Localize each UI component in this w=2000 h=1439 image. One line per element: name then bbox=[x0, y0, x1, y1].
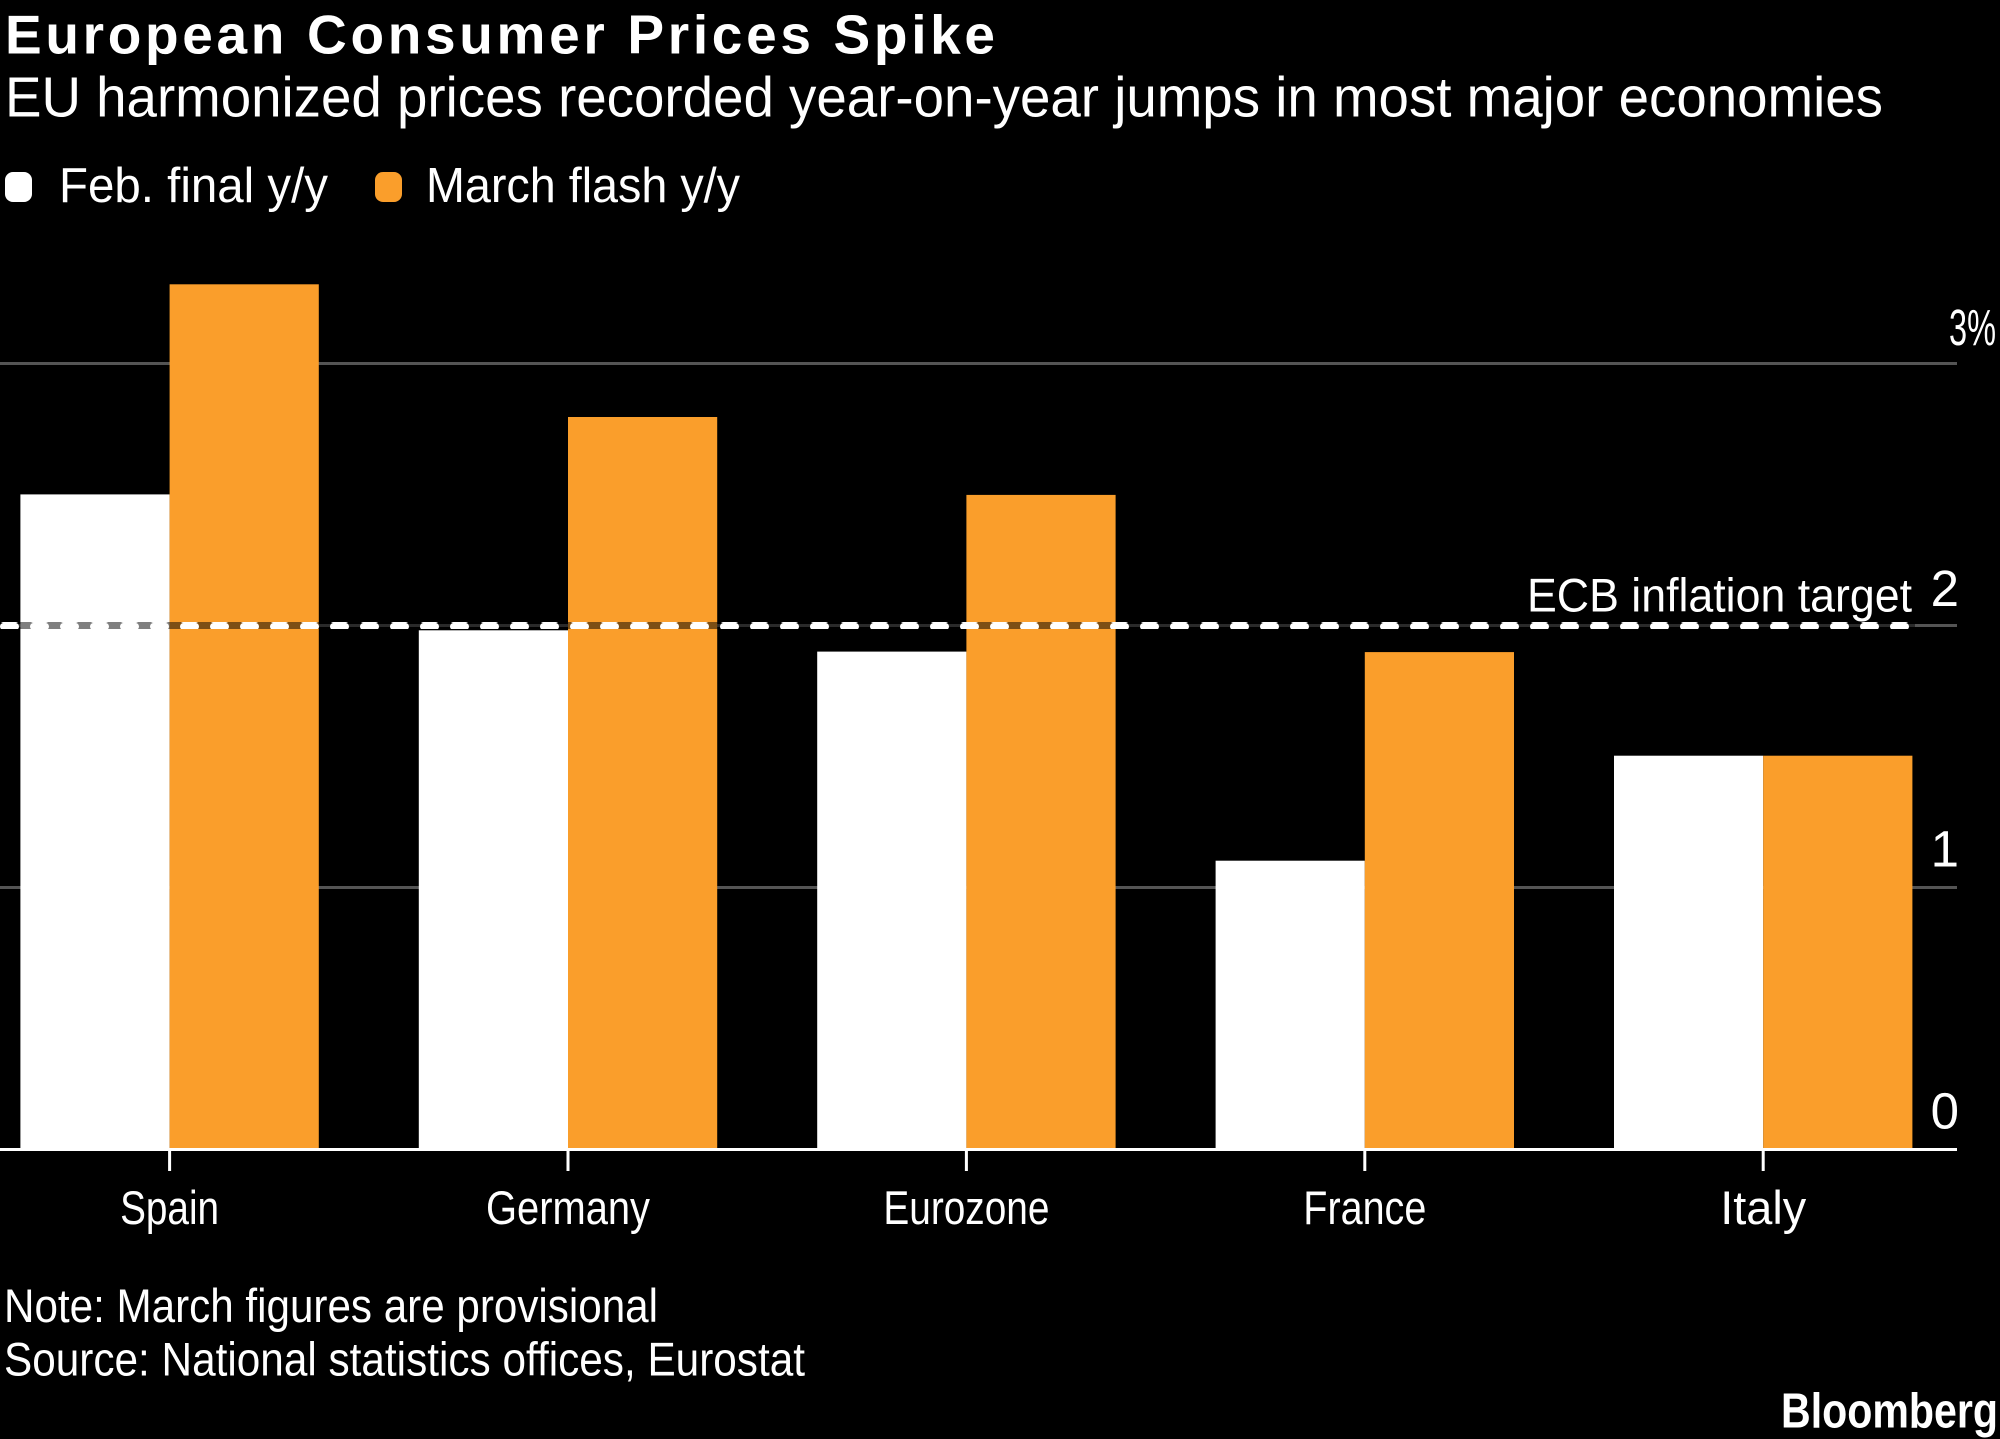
svg-text:1: 1 bbox=[1931, 821, 1959, 878]
svg-text:3%: 3% bbox=[1949, 299, 1996, 356]
svg-text:ECB inflation target: ECB inflation target bbox=[1527, 569, 1912, 622]
svg-text:March flash y/y: March flash y/y bbox=[426, 159, 740, 213]
svg-text:Feb. final y/y: Feb. final y/y bbox=[59, 159, 328, 213]
svg-text:Spain: Spain bbox=[120, 1181, 219, 1234]
svg-text:Italy: Italy bbox=[1720, 1181, 1806, 1234]
svg-text:Note: March figures are provis: Note: March figures are provisional bbox=[4, 1279, 658, 1332]
svg-text:2: 2 bbox=[1931, 560, 1959, 617]
svg-text:Eurozone: Eurozone bbox=[883, 1181, 1049, 1234]
svg-text:EU harmonized prices recorded: EU harmonized prices recorded year-on-ye… bbox=[5, 66, 1883, 130]
svg-text:Germany: Germany bbox=[486, 1181, 650, 1234]
svg-text:France: France bbox=[1303, 1181, 1426, 1234]
svg-text:Bloomberg: Bloomberg bbox=[1781, 1385, 1998, 1439]
svg-text:0: 0 bbox=[1931, 1083, 1959, 1140]
svg-text:Source: National statistics of: Source: National statistics offices, Eur… bbox=[4, 1333, 805, 1386]
svg-text:European Consumer Prices Spike: European Consumer Prices Spike bbox=[5, 4, 995, 66]
